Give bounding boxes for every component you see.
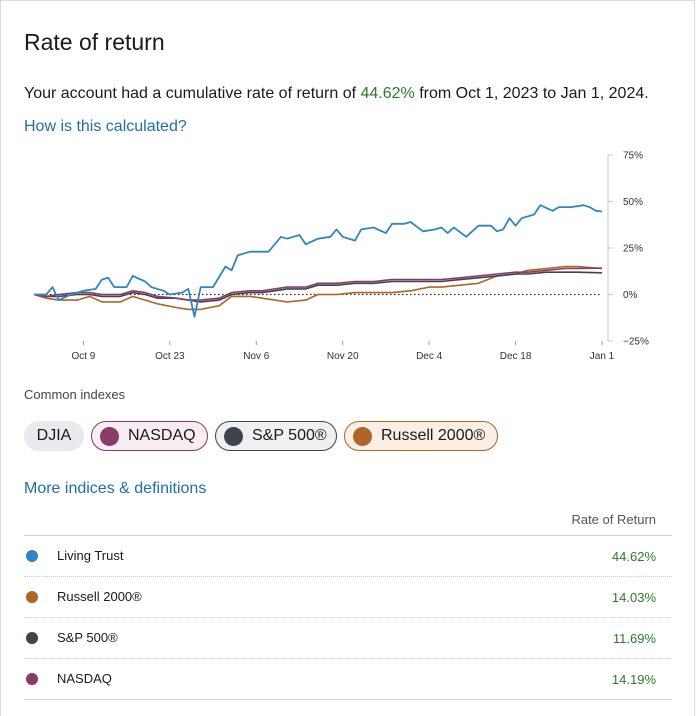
chip-sp500[interactable]: S&P 500®: [215, 421, 337, 451]
x-tick-label: Oct 9: [71, 351, 95, 362]
y-tick-label: 0%: [623, 290, 638, 301]
chip-djia-label: DJIA: [36, 427, 72, 444]
return-summary: Your account had a cumulative rate of re…: [24, 85, 649, 103]
y-tick-label: 25%: [623, 244, 643, 255]
x-tick-label: Dec 18: [500, 351, 532, 362]
series-line-nasdaq: [33, 267, 603, 301]
nasdaq-row-color-dot: [26, 673, 38, 685]
y-tick-label: 50%: [623, 197, 643, 208]
page-title: Rate of return: [24, 29, 165, 55]
row-name: Russell 2000®: [57, 589, 142, 604]
chip-russell-label: Russell 2000®: [381, 427, 486, 444]
chip-nasdaq-label: NASDAQ: [128, 427, 196, 444]
common-indexes-label: Common indexes: [24, 387, 126, 402]
row-name: NASDAQ: [57, 671, 112, 686]
y-tick-label: 75%: [623, 151, 643, 162]
y-tick-label: −25%: [623, 337, 649, 348]
row-name: S&P 500®: [57, 630, 118, 645]
chip-russell-2000[interactable]: Russell 2000®: [344, 421, 498, 451]
more-indices-link[interactable]: More indices & definitions: [24, 480, 207, 497]
table-row-sp500: S&P 500® 11.69%: [24, 618, 672, 659]
russell-color-dot: [353, 426, 372, 446]
chip-djia[interactable]: DJIA: [24, 421, 84, 451]
summary-suffix: from Oct 1, 2023 to Jan 1, 2024.: [414, 85, 649, 102]
how-calculated-link[interactable]: How is this calculated?: [24, 118, 187, 135]
summary-percent: 44.62%: [360, 85, 415, 102]
table-row-living-trust: Living Trust 44.62%: [24, 536, 672, 577]
chip-nasdaq[interactable]: NASDAQ: [91, 421, 208, 451]
table-row-nasdaq: NASDAQ 14.19%: [24, 659, 672, 700]
row-value: 14.19%: [611, 672, 656, 687]
row-name: Living Trust: [57, 548, 124, 563]
x-tick-label: Jan 1: [590, 351, 615, 362]
series-line-s-p-500: [33, 271, 603, 303]
series-line-living-trust: [34, 204, 603, 318]
sp500-row-color-dot: [26, 632, 38, 644]
row-value: 11.69%: [612, 631, 656, 646]
x-tick-label: Nov 6: [243, 351, 270, 362]
rate-of-return-header: Rate of Return: [571, 512, 656, 527]
nasdaq-color-dot: [100, 426, 119, 446]
x-tick-label: Oct 23: [155, 351, 185, 362]
row-value: 44.62%: [611, 549, 656, 564]
table-header: Rate of Return: [24, 506, 672, 536]
summary-prefix: Your account had a cumulative rate of re…: [24, 85, 361, 102]
rate-of-return-chart: 75% 50% 25% 0% −25% Oct 9 Oct 23 Nov 6 Nov 20 Dec…: [33, 151, 649, 362]
living-trust-color-dot: [26, 550, 38, 562]
sp500-color-dot: [224, 426, 243, 446]
returns-table: Rate of Return Living Trust 44.62% Russe…: [24, 506, 672, 700]
x-tick-label: Dec 4: [416, 351, 443, 362]
table-row-russell-2000: Russell 2000® 14.03%: [24, 577, 672, 618]
chip-sp500-label: S&P 500®: [252, 427, 327, 444]
x-tick-label: Nov 20: [327, 351, 359, 362]
row-value: 14.03%: [611, 590, 656, 605]
russell-row-color-dot: [26, 591, 38, 603]
